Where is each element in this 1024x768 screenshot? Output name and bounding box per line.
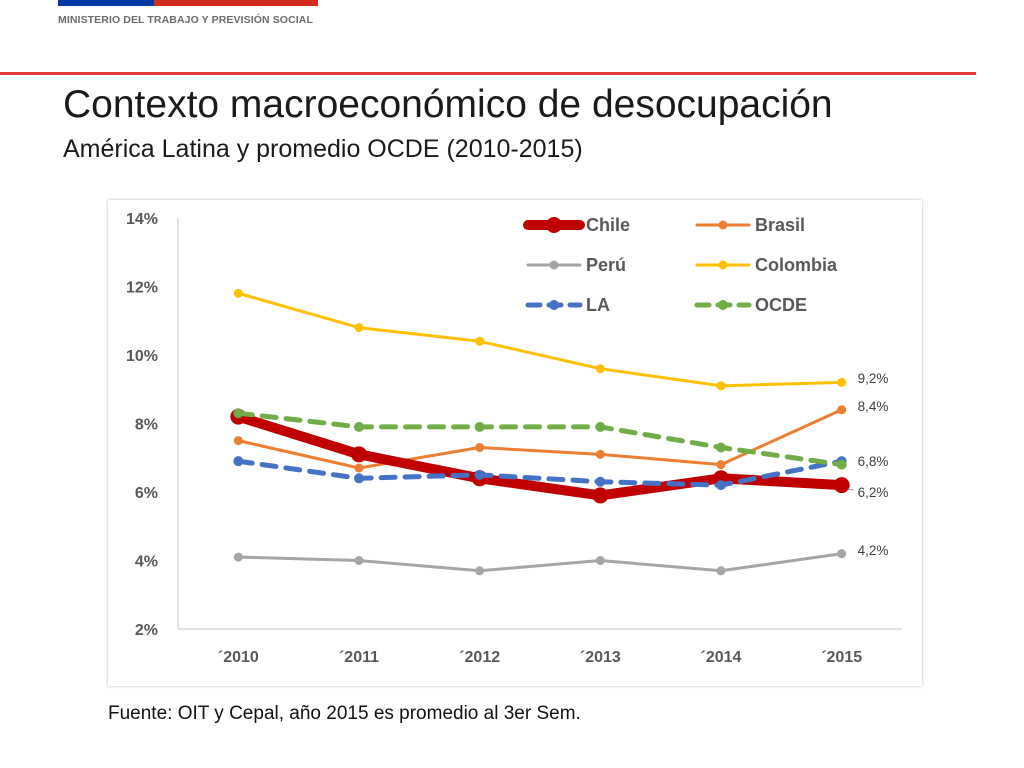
legend-marker-brasil	[718, 220, 728, 230]
data-point-la	[716, 480, 726, 491]
data-point-peru	[475, 566, 485, 576]
data-point-peru	[837, 549, 847, 559]
data-point-ocde	[233, 408, 244, 419]
data-point-ocde	[354, 421, 364, 432]
data-point-chile	[351, 446, 367, 463]
data-point-colombia	[716, 381, 726, 391]
slide-title: Contexto macroeconómico de desocupación	[63, 83, 833, 126]
legend-label-peru: Perú	[586, 255, 626, 275]
data-point-colombia	[475, 336, 485, 346]
end-label-colombia: 9,2%	[858, 371, 889, 386]
x-tick-label: ´2012	[459, 649, 500, 666]
end-label-brasil: 8,4%	[858, 399, 889, 414]
data-point-brasil	[716, 460, 726, 470]
y-tick-label: 6%	[135, 485, 158, 502]
y-tick-label: 2%	[135, 622, 158, 639]
data-point-la	[233, 456, 244, 467]
data-point-ocde	[595, 421, 606, 432]
leader-line-chile	[847, 488, 854, 491]
x-tick-label: ´2015	[821, 649, 862, 666]
legend-marker-colombia	[718, 260, 728, 270]
legend-label-ocde: OCDE	[755, 295, 807, 315]
end-label-chile: 6,2%	[858, 485, 889, 500]
x-tick-label: ´2013	[580, 649, 621, 666]
legend-marker-la	[549, 300, 559, 310]
series-line-peru	[236, 552, 844, 573]
data-point-brasil	[233, 436, 243, 446]
series-line-ocde	[235, 410, 845, 468]
data-point-ocde	[474, 421, 485, 432]
data-point-peru	[716, 566, 726, 576]
data-point-ocde	[716, 442, 726, 453]
y-tick-label: 14%	[126, 211, 158, 228]
data-point-brasil	[354, 463, 364, 473]
legend-label-colombia: Colombia	[755, 255, 838, 275]
data-point-colombia	[595, 364, 605, 374]
series-line-brasil	[236, 408, 844, 470]
y-tick-label: 4%	[135, 554, 158, 571]
data-point-brasil	[595, 449, 605, 459]
data-point-chile	[833, 477, 850, 494]
data-point-brasil	[837, 405, 847, 415]
data-point-colombia	[233, 288, 243, 298]
data-point-colombia	[837, 377, 847, 387]
slide-subtitle: América Latina y promedio OCDE (2010-201…	[63, 135, 583, 163]
flag-stripe	[58, 0, 318, 6]
source-note: Fuente: OIT y Cepal, año 2015 es promedi…	[108, 703, 581, 724]
data-point-la	[474, 469, 485, 480]
y-tick-label: 10%	[126, 348, 158, 365]
flag-red-stripe	[154, 0, 318, 6]
legend-label-brasil: Brasil	[755, 215, 805, 235]
legend-marker-peru	[549, 260, 559, 270]
line-chart: 2% 4% 6% 8% 10% 12% 14% ´2010 ´2011 ´2012 ´2013 ´20…	[108, 200, 922, 686]
data-point-colombia	[354, 323, 364, 333]
x-tick-label: ´2010	[218, 649, 259, 666]
series-line-la	[235, 458, 845, 488]
header-divider	[0, 72, 976, 75]
data-point-la	[595, 476, 606, 487]
data-point-peru	[595, 556, 605, 565]
end-label-peru: 4,2%	[858, 543, 889, 558]
legend-label-chile: Chile	[586, 215, 630, 235]
data-point-brasil	[475, 442, 485, 452]
y-tick-label: 12%	[126, 280, 158, 297]
data-point-peru	[233, 552, 243, 562]
data-point-la	[354, 473, 364, 484]
x-tick-label: ´2014	[701, 649, 742, 666]
legend-label-la: LA	[586, 295, 610, 315]
chart-svg: 2% 4% 6% 8% 10% 12% 14% ´2010 ´2011 ´2012 ´2013 ´20…	[126, 211, 902, 666]
end-label-ocde: 6,8%	[858, 454, 889, 469]
ministry-name: MINISTERIO DEL TRABAJO Y PREVISIÓN SOCIA…	[58, 14, 313, 26]
x-tick-label: ´2011	[339, 649, 379, 666]
series-line-colombia	[236, 291, 844, 388]
data-point-chile	[592, 487, 609, 504]
y-tick-label: 8%	[135, 417, 158, 434]
legend-marker-ocde	[718, 300, 728, 310]
flag-blue-stripe	[58, 0, 154, 6]
legend-marker-chile	[546, 217, 562, 233]
data-point-peru	[354, 556, 364, 565]
data-point-ocde	[836, 459, 847, 470]
